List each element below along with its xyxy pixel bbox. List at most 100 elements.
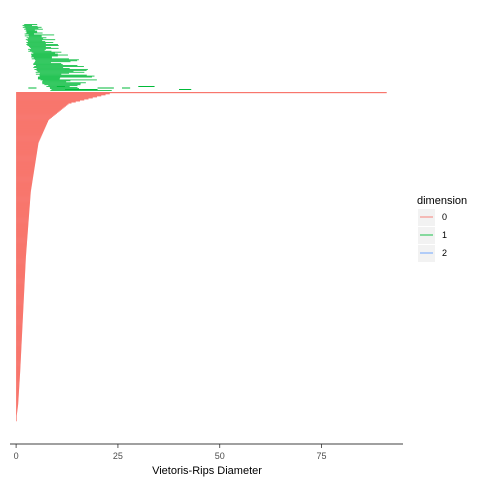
dimension-0-bar <box>16 301 24 303</box>
dimension-0-bar <box>16 241 27 243</box>
dimension-1-bar <box>28 87 37 89</box>
dimension-1-bar <box>24 24 38 25</box>
dimension-1-bar <box>35 73 62 75</box>
dimension-0-bar <box>16 417 17 420</box>
dimension-0-bar <box>16 115 54 117</box>
dimension-1-bar <box>39 74 87 76</box>
legend-key <box>418 227 435 244</box>
dimension-0-bar <box>16 397 19 399</box>
dimension-0-bar <box>16 200 31 202</box>
dimension-1-bar <box>27 43 46 44</box>
dimension-0-bar <box>16 102 72 104</box>
dimension-0-bar <box>16 237 28 239</box>
dimension-0-bar <box>16 340 22 342</box>
dimension-0-bar <box>16 109 61 111</box>
dimension-0-bar <box>16 300 24 302</box>
dimension-1-bar <box>29 49 45 51</box>
dimension-0-bar <box>16 166 35 169</box>
dimension-0-bar <box>16 123 47 126</box>
dimension-0-bar <box>16 293 25 296</box>
dimension-1-bar <box>35 71 85 73</box>
legend-key <box>418 245 435 262</box>
dimension-0-bar <box>16 391 19 393</box>
dimension-1-bar <box>35 65 78 66</box>
dimension-1-bar <box>29 36 42 38</box>
dimension-0-bar <box>16 151 38 153</box>
dimension-0-bar <box>16 121 48 124</box>
x-tick-label: 75 <box>317 451 327 461</box>
dimension-0-bar <box>16 306 24 308</box>
dimension-0-bar <box>16 356 21 358</box>
dimension-1-bar <box>24 28 43 30</box>
dimension-0-bar <box>16 106 65 108</box>
dimension-1-bar <box>27 45 59 46</box>
dimension-1-bar <box>30 47 59 49</box>
dimension-1-bar <box>34 61 71 63</box>
dimension-0-bar <box>16 415 17 418</box>
dimension-1-bar <box>56 86 65 87</box>
dimension-1-bar <box>26 42 54 43</box>
dimension-0-bar <box>16 161 36 163</box>
dimension-0-bar <box>16 358 21 360</box>
dimension-0-bar <box>16 374 20 377</box>
dimension-0-bar <box>16 326 23 329</box>
dimension-0-bar <box>16 268 26 270</box>
dimension-0-bar <box>16 267 26 269</box>
dimension-0-bar <box>16 387 20 389</box>
dimension-0-bar <box>16 287 25 290</box>
dimension-0-bar <box>16 413 17 416</box>
dimension-0-bar <box>16 405 18 407</box>
dimension-0-bar <box>16 280 25 282</box>
dimension-0-bar <box>16 349 22 351</box>
x-axis-ticks: 0 25 50 75 <box>14 444 327 461</box>
dimension-0-bar <box>16 318 23 320</box>
dimension-0-bar <box>16 336 22 339</box>
dimension-0-bar <box>16 274 25 276</box>
dimension-0-bar <box>16 245 27 248</box>
dimension-0-bar <box>16 324 23 326</box>
legend-title: dimension <box>417 195 467 207</box>
dimension-0-bar <box>16 114 55 116</box>
dimension-1-bar <box>31 56 52 58</box>
dimension-0-bar <box>16 119 49 121</box>
dimension-0-bar <box>16 402 19 404</box>
dimension-0-bar <box>16 271 26 273</box>
dimension-1-bar <box>26 29 35 31</box>
dimension-1-bar <box>34 62 51 64</box>
dimension-0-bar <box>16 272 26 274</box>
dimension-0-bar <box>16 118 50 120</box>
dimension-0-bar <box>16 162 36 165</box>
dimension-0-bar <box>16 314 23 316</box>
dimension-0-bar <box>16 137 41 139</box>
dimension-0-bar <box>16 388 20 390</box>
dimension-1-bar <box>28 50 52 52</box>
dimension-1-bar <box>49 88 79 89</box>
dimension-0-bar <box>16 299 24 301</box>
dimension-0-bar <box>16 157 37 159</box>
dimension-0-bar <box>16 286 25 289</box>
dimension-0-bar <box>16 412 18 415</box>
dimension-0-bar <box>16 380 20 382</box>
dimension-1-bar <box>31 53 58 55</box>
dimension-0-bar <box>16 411 18 414</box>
dimension-0-bar <box>16 281 25 283</box>
dimension-0-bar <box>16 126 46 129</box>
dimension-0-bar <box>16 407 18 409</box>
dimension-0-bar <box>16 221 29 223</box>
dimension-1-bar <box>39 72 70 74</box>
dimension-0-bar <box>16 284 25 286</box>
dimension-0-bar <box>16 159 36 161</box>
dimension-1-bar <box>25 39 56 41</box>
dimension-0-bar <box>16 410 18 413</box>
dimension-0-bar <box>16 372 21 375</box>
dimension-0-bar <box>16 100 80 102</box>
dimension-0-bar <box>16 168 35 171</box>
dimension-0-bar <box>16 289 25 292</box>
dimension-0-bar <box>16 416 17 419</box>
dimension-0-bar <box>16 212 30 215</box>
dimension-1-bar <box>42 83 81 85</box>
dimension-0-bar <box>16 152 37 154</box>
dimension-0-bar <box>16 182 33 184</box>
dimension-1-bar <box>33 52 56 54</box>
dimension-0-bar <box>16 202 30 204</box>
